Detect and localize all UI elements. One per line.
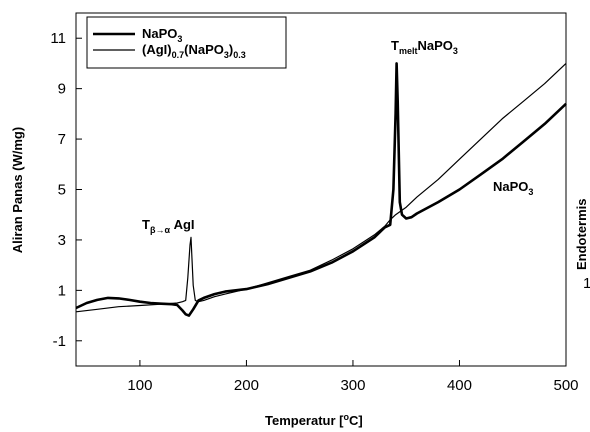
legend-label-agi-napo3: (AgI)0.7(NaPO3)0.3 bbox=[142, 42, 246, 60]
x-tick-label: 400 bbox=[447, 377, 472, 394]
y-tick-label: 11 bbox=[50, 30, 66, 47]
legend-box bbox=[86, 16, 287, 69]
x-tick-label: 200 bbox=[234, 377, 259, 394]
right-edge-label: Endotermis bbox=[574, 198, 589, 270]
x-axis: 100 200 300 400 500 bbox=[127, 360, 579, 394]
y-tick-label: 3 bbox=[58, 232, 66, 249]
annotation-tbeta-agi: Tβ→α AgI bbox=[142, 217, 195, 235]
legend: NaPO3 (AgI)0.7(NaPO3)0.3 bbox=[86, 16, 287, 69]
y-axis-title: Aliran Panas (W/mg) bbox=[10, 127, 25, 253]
annotation-tmelt-napo3: TmeltNaPO3 bbox=[391, 38, 458, 56]
x-tick-label: 300 bbox=[340, 377, 365, 394]
plot-frame bbox=[75, 12, 567, 367]
right-edge-tick: 1 bbox=[583, 275, 590, 292]
y-tick-label: -1 bbox=[53, 333, 66, 350]
series-line-napo3 bbox=[75, 62, 567, 317]
y-axis: -1 1 3 5 7 9 11 bbox=[50, 30, 82, 350]
series-line-agi-napo3 bbox=[75, 62, 567, 313]
x-tick-label: 500 bbox=[553, 377, 578, 394]
y-tick-label: 5 bbox=[58, 182, 66, 199]
y-tick-label: 9 bbox=[58, 81, 66, 98]
y-tick-label: 1 bbox=[58, 282, 66, 299]
series-layer bbox=[75, 62, 567, 317]
y-tick-label: 7 bbox=[58, 131, 66, 148]
legend-label-napo3: NaPO3 bbox=[142, 26, 182, 44]
annotation-napo3-curve: NaPO3 bbox=[493, 179, 533, 197]
x-tick-label: 100 bbox=[127, 377, 152, 394]
x-axis-title: Temperatur [oC] bbox=[265, 412, 363, 428]
